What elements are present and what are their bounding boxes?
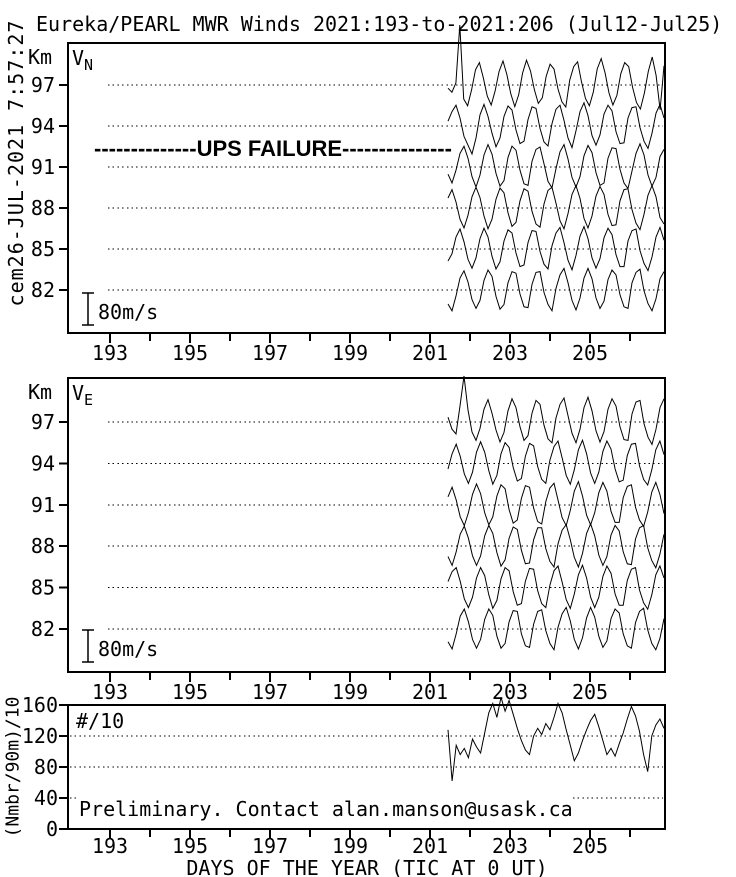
x-tick-label: 203 <box>492 680 528 704</box>
y-tick-label: 160 <box>22 693 58 717</box>
x-tick-label: 195 <box>172 680 208 704</box>
panel-label-ve: VE <box>72 381 93 409</box>
ve-sub: E <box>84 391 94 409</box>
plot-title: Eureka/PEARL MWR Winds 2021:193-to-2021:… <box>36 12 723 36</box>
preliminary-note: Preliminary. Contact alan.manson@usask.c… <box>79 797 573 821</box>
x-tick-label: 195 <box>172 341 208 365</box>
data-trace <box>447 563 665 611</box>
km-unit-label-middle: Km <box>28 380 53 404</box>
x-axis-title: DAYS OF THE YEAR (TIC AT 0 UT) <box>186 856 548 877</box>
ups-failure-annotation: --------------UPS FAILURE--------------- <box>94 136 452 161</box>
count-axis-label: (Nmbr/90m)/10 <box>2 696 24 838</box>
y-tick-label: 0 <box>46 817 58 841</box>
vn-sub: N <box>84 56 94 74</box>
y-tick-label: 120 <box>22 724 58 748</box>
x-tick-label: 193 <box>92 341 128 365</box>
x-tick-label: 197 <box>252 341 288 365</box>
x-tick-label: 203 <box>492 834 528 858</box>
x-tick-label: 201 <box>412 680 448 704</box>
ve-main: V <box>72 381 85 405</box>
data-trace <box>447 267 665 313</box>
x-tick-label: 203 <box>492 341 528 365</box>
panel-frame <box>67 704 666 830</box>
panel-label-counts: #/10 <box>76 709 125 733</box>
x-tick-label: 193 <box>92 680 128 704</box>
panel-frame <box>67 42 666 334</box>
y-tick-label: 91 <box>31 493 55 517</box>
scalebar-label-middle: 80m/s <box>98 637 159 661</box>
km-unit-label-top: Km <box>28 45 53 69</box>
y-tick-label: 85 <box>31 237 55 261</box>
x-tick-label: 199 <box>332 834 368 858</box>
x-tick-label: 195 <box>172 834 208 858</box>
data-trace <box>447 375 665 446</box>
x-tick-label: 197 <box>252 834 288 858</box>
y-tick-label: 40 <box>34 786 58 810</box>
x-tick-label: 201 <box>412 341 448 365</box>
y-tick-label: 97 <box>31 410 55 434</box>
y-tick-label: 91 <box>31 155 55 179</box>
vn-main: V <box>72 46 85 70</box>
y-tick-label: 97 <box>31 73 55 97</box>
y-tick-label: 85 <box>31 576 55 600</box>
y-tick-label: 82 <box>31 278 55 302</box>
y-tick-label: 80 <box>34 755 58 779</box>
y-tick-label: 94 <box>31 451 55 475</box>
data-trace <box>447 480 665 528</box>
y-tick-label: 82 <box>31 617 55 641</box>
x-tick-label: 205 <box>572 834 608 858</box>
data-trace <box>447 24 665 111</box>
data-trace <box>447 606 665 652</box>
scalebar-label-top: 80m/s <box>98 300 159 324</box>
data-trace <box>447 225 665 272</box>
x-tick-label: 197 <box>252 680 288 704</box>
panel-label-vn: VN <box>72 46 93 74</box>
y-tick-label: 94 <box>31 114 55 138</box>
y-tick-label: 88 <box>31 196 55 220</box>
data-trace <box>447 522 665 570</box>
x-tick-label: 201 <box>412 834 448 858</box>
x-tick-label: 199 <box>332 680 368 704</box>
y-tick-label: 88 <box>31 534 55 558</box>
x-tick-label: 199 <box>332 341 368 365</box>
panel-frame <box>67 377 666 673</box>
x-tick-label: 193 <box>92 834 128 858</box>
data-trace <box>447 184 665 231</box>
x-tick-label: 205 <box>572 341 608 365</box>
data-trace <box>447 697 665 782</box>
x-tick-label: 205 <box>572 680 608 704</box>
side-timestamp: cem26-JUL-2021 7:57:27 <box>4 19 28 307</box>
data-trace <box>447 438 665 487</box>
data-trace <box>447 101 665 156</box>
data-trace <box>447 142 665 190</box>
